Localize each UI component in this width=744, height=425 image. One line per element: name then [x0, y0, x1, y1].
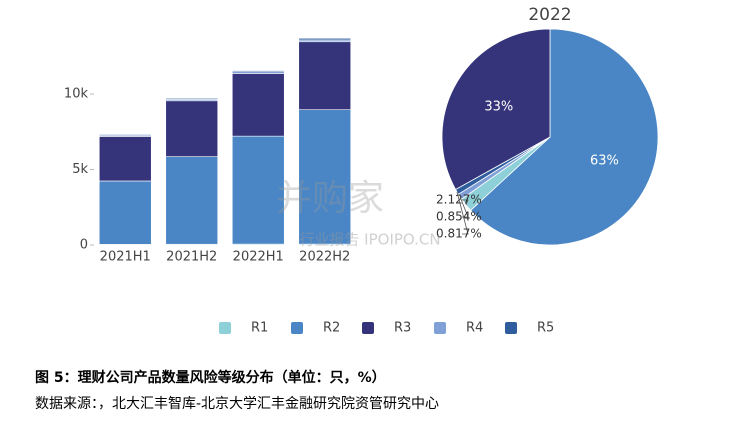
leader-line [456, 191, 469, 235]
y-tick-label: 0 [80, 238, 88, 253]
leader-line [459, 196, 469, 218]
bar-segment [298, 109, 352, 245]
pie-slice [470, 28, 659, 246]
bar-segment [298, 41, 352, 111]
pie-value-label: 0.854% [436, 210, 482, 224]
legend-label: R5 [537, 321, 554, 336]
watermark: 行业报告 IPOIPO.CN [299, 231, 440, 249]
bar-segment [165, 156, 219, 245]
watermark: 并购家 [276, 178, 384, 219]
source: 数据来源：，北大汇丰智库-北京大学汇丰金融研究院资管研究中心 [35, 396, 439, 412]
bar-segment [165, 100, 219, 157]
legend-swatch [505, 322, 517, 334]
legend-label: R3 [394, 321, 411, 336]
pie-value-label: 63% [590, 153, 619, 168]
bar-segment [298, 37, 352, 41]
x-tick-label: 2021H2 [166, 250, 217, 265]
bar-segment [98, 180, 152, 245]
y-tick-label: 10k [64, 87, 89, 102]
bar-segment [98, 134, 152, 136]
pie-slice [441, 28, 551, 190]
x-tick-label: 2021H1 [100, 250, 151, 265]
legend-label: R1 [251, 321, 268, 336]
bar-segment [165, 98, 219, 100]
leader-line [462, 199, 469, 205]
caption: 图 5：理财公司产品数量风险等级分布（单位：只，%） [35, 369, 386, 386]
bar-segment [231, 70, 285, 72]
pie-value-label: 33% [484, 99, 513, 114]
legend-swatch [291, 322, 303, 334]
pie-value-label: 0.817% [436, 227, 482, 241]
x-tick-label: 2022H1 [233, 250, 284, 265]
bar-segment [231, 135, 285, 245]
y-tick-label: 5k [72, 162, 88, 177]
legend-swatch [434, 322, 446, 334]
bar-segment [98, 136, 152, 182]
legend-swatch [219, 322, 231, 334]
x-tick-label: 2022H2 [299, 250, 350, 265]
bar-segment [231, 73, 285, 137]
legend-label: R2 [323, 321, 340, 336]
pie-title: 2022 [528, 5, 571, 25]
legend-label: R4 [466, 321, 483, 336]
legend-swatch [362, 322, 374, 334]
